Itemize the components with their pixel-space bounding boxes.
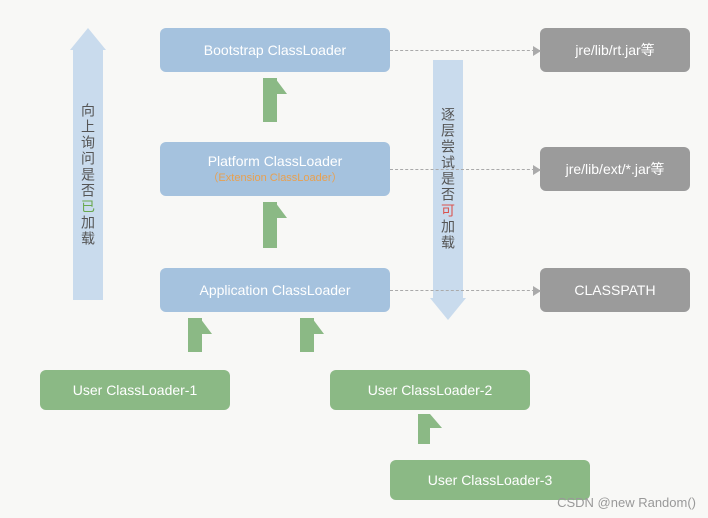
application-label: Application ClassLoader [200, 282, 351, 298]
extjar-label: jre/lib/ext/*.jar等 [566, 159, 665, 179]
left-delegate-arrow: 向上询问是否已加载 [70, 28, 106, 300]
application-node: Application ClassLoader [160, 268, 390, 312]
user2-label: User ClassLoader-2 [368, 382, 493, 398]
edge-application-classpath [390, 290, 540, 291]
user1-label: User ClassLoader-1 [73, 382, 198, 398]
edge-platform-bootstrap [263, 78, 277, 122]
platform-label: Platform ClassLoader [208, 153, 343, 169]
right-arrow-label: 逐层尝试是否可加载 [438, 107, 458, 251]
user2-node: User ClassLoader-2 [330, 370, 530, 410]
edge-user1-application [188, 318, 202, 352]
classpath-label: CLASSPATH [574, 282, 655, 298]
platform-node: Platform ClassLoader （Extension ClassLoa… [160, 142, 390, 196]
bootstrap-node: Bootstrap ClassLoader [160, 28, 390, 72]
extjar-node: jre/lib/ext/*.jar等 [540, 147, 690, 191]
rtjar-label: jre/lib/rt.jar等 [575, 40, 654, 60]
edge-bootstrap-rtjar [390, 50, 540, 51]
edge-platform-extjar [390, 169, 540, 170]
bootstrap-label: Bootstrap ClassLoader [204, 42, 346, 58]
right-try-arrow: 逐层尝试是否可加载 [430, 60, 466, 320]
rtjar-node: jre/lib/rt.jar等 [540, 28, 690, 72]
user3-node: User ClassLoader-3 [390, 460, 590, 500]
left-arrow-label: 向上询问是否已加载 [78, 103, 98, 247]
edge-user3-user2 [418, 414, 430, 444]
user3-label: User ClassLoader-3 [428, 472, 553, 488]
platform-sub-label: （Extension ClassLoader） [207, 169, 342, 185]
edge-user2-application [300, 318, 314, 352]
edge-application-platform [263, 202, 277, 248]
user1-node: User ClassLoader-1 [40, 370, 230, 410]
classpath-node: CLASSPATH [540, 268, 690, 312]
watermark: CSDN @new Random() [557, 495, 696, 510]
